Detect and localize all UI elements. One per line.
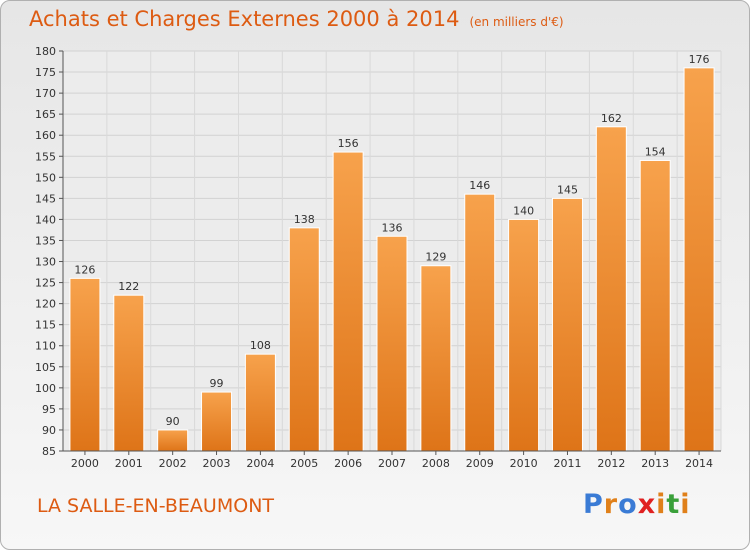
- brand-letter: i: [656, 489, 667, 520]
- x-tick-label: 2012: [597, 457, 625, 470]
- axis-layer: 85 90 95 100 105 110 115 120 125 130 135 140 145 150 1…: [35, 45, 721, 470]
- data-label: 156: [338, 137, 359, 150]
- bar: [464, 193, 496, 452]
- bars-layer: 126 122 90 99 108 138 156 136 129 146 140 145 162 154…: [69, 53, 715, 452]
- x-tick-label: 2000: [71, 457, 99, 470]
- y-tick-label: 120: [35, 298, 56, 311]
- data-label: 129: [425, 251, 446, 264]
- bar: [69, 277, 101, 452]
- x-tick-label: 2010: [510, 457, 538, 470]
- data-label: 145: [557, 183, 578, 196]
- bar: [244, 353, 276, 452]
- data-label: 154: [645, 145, 666, 158]
- x-tick-label: 2003: [203, 457, 231, 470]
- data-label: 136: [382, 221, 403, 234]
- y-tick-label: 105: [35, 361, 56, 374]
- bar: [639, 159, 671, 452]
- x-tick-label: 2004: [246, 457, 274, 470]
- x-tick-label: 2008: [422, 457, 450, 470]
- chart-unit: (en milliers d'€): [469, 15, 564, 29]
- y-tick-label: 85: [42, 445, 56, 458]
- y-tick-label: 160: [35, 129, 56, 142]
- y-tick-label: 150: [35, 171, 56, 184]
- y-tick-label: 155: [35, 150, 56, 163]
- brand-letter: P: [583, 489, 604, 520]
- y-tick-label: 180: [35, 45, 56, 58]
- data-label: 90: [166, 415, 180, 428]
- data-label: 146: [469, 179, 490, 192]
- x-tick-label: 2009: [466, 457, 494, 470]
- y-tick-label: 100: [35, 382, 56, 395]
- x-tick-label: 2001: [115, 457, 143, 470]
- chart-title-text: Achats et Charges Externes 2000 à 2014: [29, 7, 460, 31]
- y-tick-label: 110: [35, 340, 56, 353]
- y-tick-label: 145: [35, 192, 56, 205]
- data-label: 162: [601, 112, 622, 125]
- y-tick-label: 95: [42, 403, 56, 416]
- data-label: 108: [250, 339, 271, 352]
- brand-logo: Proxiti: [583, 489, 691, 520]
- chart-title: Achats et Charges Externes 2000 à 2014 (e…: [29, 7, 564, 31]
- x-tick-label: 2011: [553, 457, 581, 470]
- bar: [551, 197, 583, 452]
- y-tick-label: 115: [35, 319, 56, 332]
- brand-letter: t: [666, 489, 681, 520]
- x-tick-label: 2006: [334, 457, 362, 470]
- data-label: 122: [118, 280, 139, 293]
- data-label: 99: [210, 377, 224, 390]
- data-label: 176: [689, 53, 710, 66]
- y-tick-label: 125: [35, 277, 56, 290]
- y-tick-label: 170: [35, 87, 56, 100]
- y-tick-label: 165: [35, 108, 56, 121]
- brand-letter: o: [618, 489, 638, 520]
- bar: [288, 227, 320, 452]
- bar: [157, 429, 189, 452]
- y-tick-label: 135: [35, 234, 56, 247]
- data-label: 140: [513, 204, 534, 217]
- bar: [595, 126, 627, 452]
- bar: [420, 265, 452, 452]
- x-tick-label: 2013: [641, 457, 669, 470]
- brand-letter: x: [637, 489, 657, 520]
- bar: [683, 67, 715, 452]
- y-tick-label: 175: [35, 66, 56, 79]
- x-tick-label: 2014: [685, 457, 713, 470]
- x-tick-label: 2002: [159, 457, 187, 470]
- bar: [113, 294, 145, 452]
- bar: [201, 391, 233, 452]
- bar: [332, 151, 364, 452]
- commune-name: LA SALLE-EN-BEAUMONT: [37, 495, 275, 517]
- brand-letter: r: [603, 489, 619, 520]
- y-tick-label: 140: [35, 213, 56, 226]
- bar: [376, 235, 408, 452]
- data-label: 126: [74, 263, 95, 276]
- data-label: 138: [294, 213, 315, 226]
- y-tick-label: 130: [35, 256, 56, 269]
- bar: [508, 218, 540, 452]
- brand-letter: i: [680, 489, 691, 520]
- x-tick-label: 2007: [378, 457, 406, 470]
- x-tick-label: 2005: [290, 457, 318, 470]
- y-tick-label: 90: [42, 424, 56, 437]
